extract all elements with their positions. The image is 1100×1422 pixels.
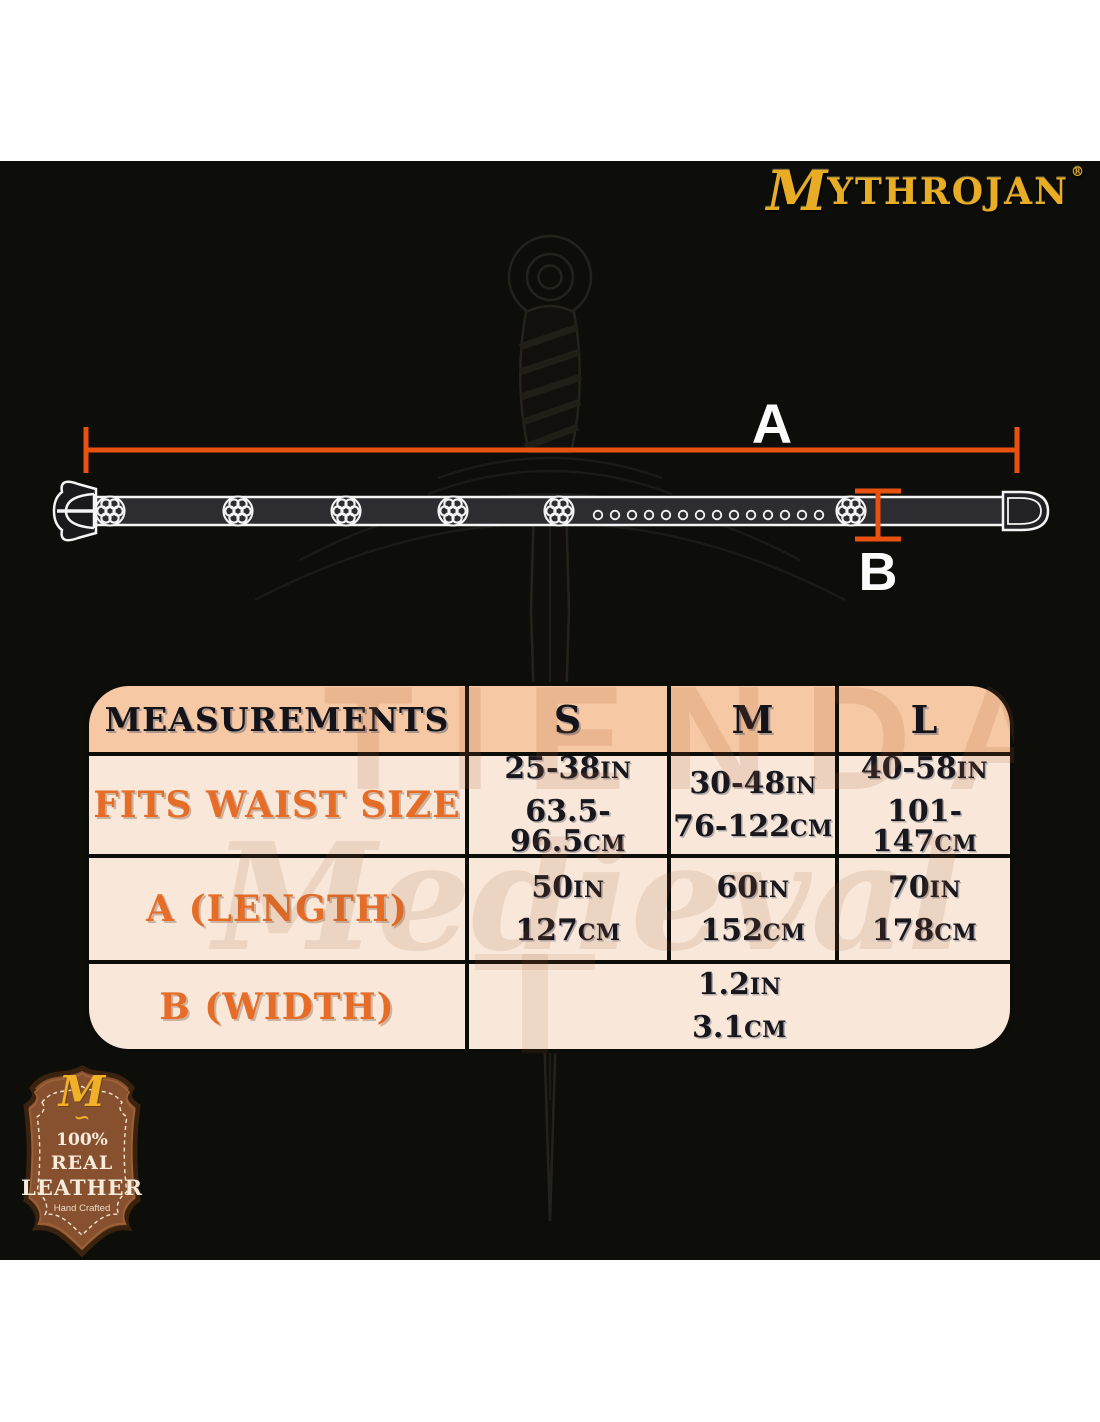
belt-holes [592, 509, 825, 521]
real-leather-badge: M ∽ 100% REAL LEATHER Hand Crafted [14, 1060, 150, 1258]
cell-length-m: 60IN 152CM [671, 858, 835, 960]
badge-flourish-icon: ∽ [73, 1105, 91, 1129]
cell-length-l: 70IN 178CM [839, 858, 1010, 960]
row-label-length-a: A (LENGTH) [89, 858, 465, 960]
badge-leather: LEATHER [21, 1175, 143, 1200]
label-width-b: B [858, 542, 898, 602]
cell-waist-l: 40-58IN 101-147CM [839, 753, 1010, 856]
label-length-a: A [751, 392, 793, 455]
table-header-measurements: MEASUREMENTS [89, 686, 465, 752]
cell-waist-m: 30-48IN 76-122CM [671, 756, 835, 854]
table-header-size-m: M [671, 686, 835, 752]
table-header-size-s: S [469, 686, 667, 752]
flower-rivet-icon [94, 495, 867, 527]
brand-name: YTHROJAN [827, 171, 1069, 213]
table-header-size-l: L [839, 686, 1010, 752]
width-b-measure-bracket [855, 488, 901, 542]
belt-tip-icon [1001, 490, 1050, 532]
row-label-fits-waist: FITS WAIST SIZE [89, 756, 465, 854]
brand-initial: M [766, 158, 828, 223]
cell-width-all-sizes: 1.2IN 3.1CM [469, 964, 1010, 1049]
length-a-measure-line [83, 427, 1020, 473]
badge-percent: 100% [56, 1130, 108, 1150]
belt-buckle-icon [52, 480, 98, 542]
leather-badge-shield-icon [23, 1065, 141, 1258]
registered-trademark-icon: ® [1071, 165, 1084, 180]
row-label-width-b: B (WIDTH) [89, 964, 465, 1049]
cell-waist-s: 25-38IN 63.5-96.5CM [469, 753, 667, 856]
badge-real: REAL [50, 1152, 114, 1174]
brand-logo: MYTHROJAN ® [766, 163, 1084, 218]
cell-length-s: 50IN 127CM [469, 858, 667, 960]
measurements-table: MEASUREMENTS S M L FITS WAIST SIZE 25-38… [85, 682, 1014, 1053]
belt-strap [52, 480, 1050, 542]
badge-hand-crafted: Hand Crafted [53, 1203, 111, 1214]
badge-monogram: M [58, 1067, 106, 1116]
